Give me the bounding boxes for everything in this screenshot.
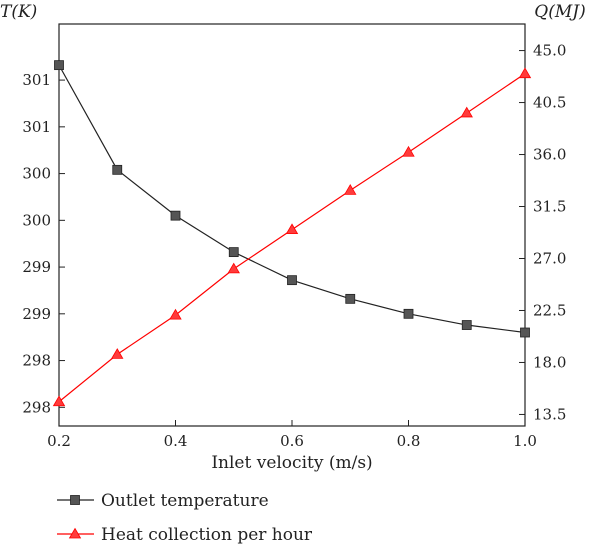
- data-point-heat-collection: [402, 145, 415, 157]
- right-y-tick-label: 27.0: [533, 250, 566, 268]
- series-line-heat-collection: [58, 73, 526, 403]
- right-y-tick-label: 31.5: [533, 198, 566, 216]
- legend: Outlet temperature Heat collection per h…: [57, 491, 313, 545]
- data-point-outlet-temperature: [520, 327, 530, 338]
- data-point-outlet-temperature: [228, 247, 239, 258]
- data-point-heat-collection: [518, 67, 532, 79]
- right-y-tick-label: 45.0: [533, 42, 566, 60]
- legend-item-heat-collection: Heat collection per hour: [57, 525, 313, 545]
- series-line-outlet-temperature: [58, 64, 526, 334]
- x-tick-label: 0.6: [280, 432, 304, 450]
- left-axis-title: T(K): [0, 2, 37, 22]
- x-tick-label: 0.4: [164, 432, 188, 450]
- left-y-tick-label: 299: [22, 258, 51, 276]
- right-y-tick-label: 40.5: [533, 94, 566, 112]
- data-point-outlet-temperature: [112, 164, 123, 175]
- data-point-outlet-temperature: [54, 60, 64, 71]
- axis-ticks: 0.2 0.4 0.6 0.8 1.0 298 298 299 299 300 300 301 301 1…: [22, 42, 566, 450]
- data-point-outlet-temperature: [345, 293, 356, 304]
- x-tick-label: 1.0: [513, 432, 537, 450]
- data-point-heat-collection: [111, 348, 124, 359]
- left-y-tick-label: 298: [22, 352, 51, 370]
- legend-label-outlet-temperature: Outlet temperature: [101, 491, 269, 511]
- legend-item-outlet-temperature: Outlet temperature: [57, 491, 269, 511]
- right-y-tick-label: 22.5: [533, 301, 566, 319]
- data-point-outlet-temperature: [403, 308, 414, 319]
- data-point-heat-collection: [169, 308, 182, 320]
- data-point-outlet-temperature: [461, 320, 472, 330]
- left-y-tick-label: 301: [22, 118, 51, 136]
- left-y-tick-label: 301: [22, 71, 51, 89]
- x-tick-label: 0.8: [397, 432, 421, 450]
- legend-label-heat-collection: Heat collection per hour: [101, 525, 313, 545]
- left-y-tick-label: 300: [22, 165, 51, 183]
- data-point-outlet-temperature: [170, 210, 181, 221]
- legend-marker-square-icon: [70, 495, 80, 505]
- data-point-outlet-temperature: [287, 275, 297, 286]
- series-markers: [52, 60, 532, 407]
- data-point-heat-collection: [460, 106, 473, 118]
- right-axis-title: Q(MJ): [534, 2, 585, 22]
- x-axis-title: Inlet velocity (m/s): [211, 453, 372, 473]
- data-point-heat-collection: [344, 184, 357, 195]
- left-y-tick-label: 299: [22, 305, 51, 323]
- right-y-tick-label: 13.5: [533, 405, 566, 423]
- data-point-heat-collection: [285, 223, 299, 235]
- right-y-tick-label: 18.0: [533, 353, 566, 371]
- right-y-tick-label: 36.0: [533, 146, 566, 164]
- left-y-tick-label: 300: [22, 211, 51, 229]
- data-point-heat-collection: [52, 395, 66, 407]
- data-point-heat-collection: [227, 262, 240, 274]
- left-y-tick-label: 298: [22, 398, 51, 416]
- x-tick-label: 0.2: [47, 432, 71, 450]
- legend-marker-triangle-icon: [68, 527, 82, 539]
